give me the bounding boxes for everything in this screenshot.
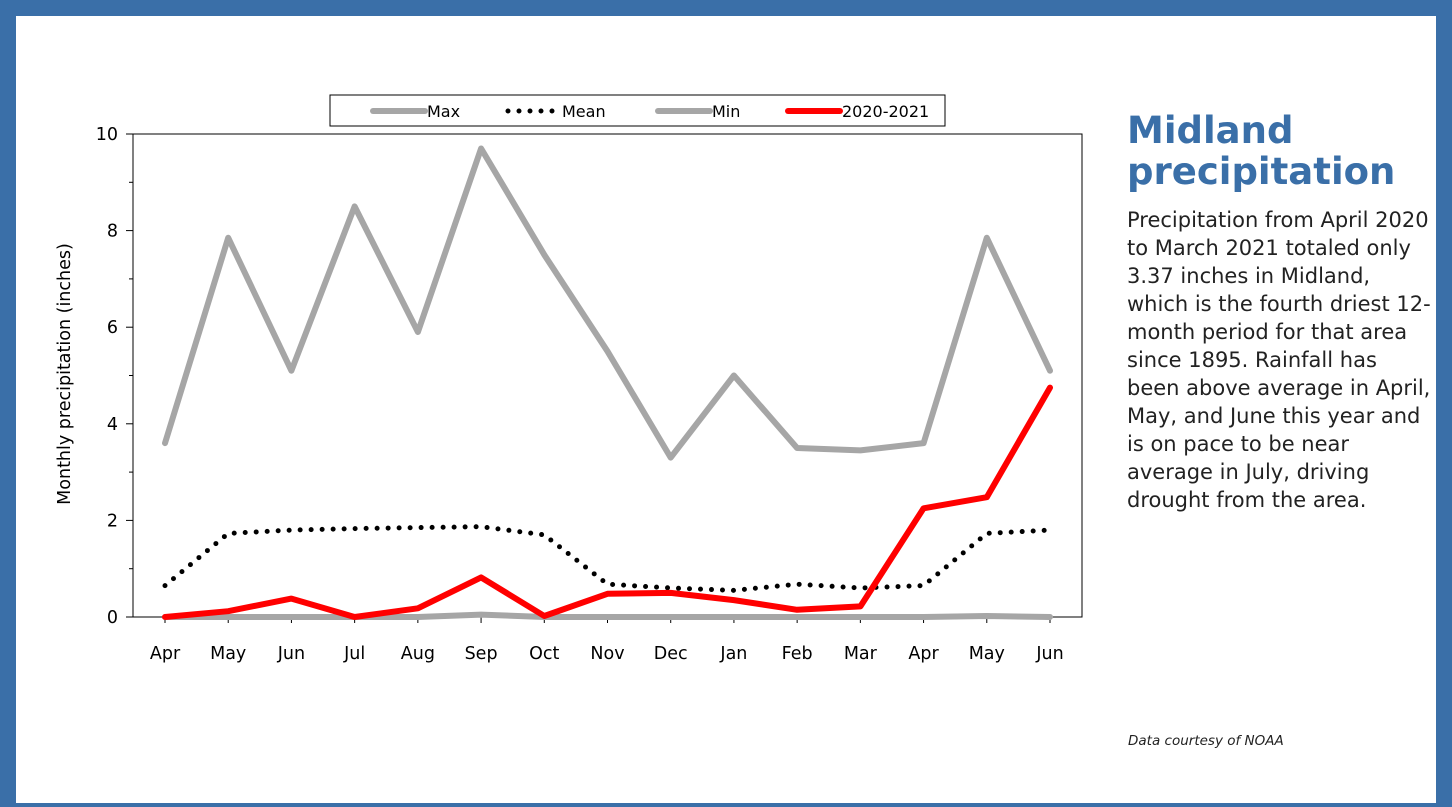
x-tick-label: Jun (1035, 644, 1063, 664)
legend-label-max: Max (427, 102, 460, 121)
chart-legend: Max Mean Min 2020-2021 (329, 94, 946, 127)
x-tick-label: May (969, 644, 1005, 664)
x-tick-label: Jun (277, 644, 305, 664)
x-tick-label: Apr (908, 644, 939, 664)
x-tick-label: Feb (782, 644, 813, 664)
series-line-max (162, 145, 1053, 461)
y-tick-label: 10 (96, 125, 118, 145)
y-tick-label: 8 (107, 222, 118, 242)
sidebar-title: Midland precipitation (1127, 109, 1396, 193)
series-line-2020-2021 (162, 384, 1053, 620)
x-tick-label: May (210, 644, 246, 664)
y-axis-label: Monthly precipitation (inches) (55, 243, 75, 505)
x-tick-label: Sep (465, 644, 498, 664)
y-tick-label: 2 (107, 511, 118, 531)
chart-series (162, 145, 1053, 620)
legend-label-mean: Mean (562, 102, 606, 121)
chart-axes: 0 2 4 6 8 10 Apr May Jun Jul Aug Sep Oct Nov Dec Jan Feb… (96, 125, 1083, 664)
data-credit: Data courtesy of NOAA (1128, 733, 1284, 749)
sidebar-description: Precipitation from April 2020 to March 2… (1127, 208, 1431, 512)
sidebar: Midland precipitation Precipitation from… (1127, 110, 1432, 514)
x-tick-label: Jan (719, 644, 747, 664)
x-tick-label: Mar (844, 644, 878, 664)
x-tick-label: Nov (590, 644, 624, 664)
x-tick-label: Dec (654, 644, 688, 664)
y-tick-label: 0 (107, 608, 118, 628)
x-tick-label: Oct (529, 644, 559, 664)
y-tick-label: 4 (107, 415, 118, 435)
y-tick-label: 6 (107, 318, 118, 338)
plot-area-border (132, 133, 1083, 618)
series-line-min (162, 611, 1053, 620)
x-tick-label: Jul (343, 644, 365, 664)
series-line-mean (162, 524, 1053, 593)
legend-label-2020-2021: 2020-2021 (842, 102, 929, 121)
legend-label-min: Min (712, 102, 740, 121)
x-tick-label: Apr (150, 644, 181, 664)
x-tick-label: Aug (401, 644, 435, 664)
